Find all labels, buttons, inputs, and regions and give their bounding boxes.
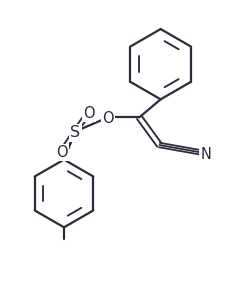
Text: O: O <box>102 111 113 126</box>
Text: O: O <box>56 145 68 160</box>
Text: N: N <box>200 147 210 162</box>
Text: O: O <box>83 106 94 121</box>
Text: S: S <box>70 126 80 141</box>
